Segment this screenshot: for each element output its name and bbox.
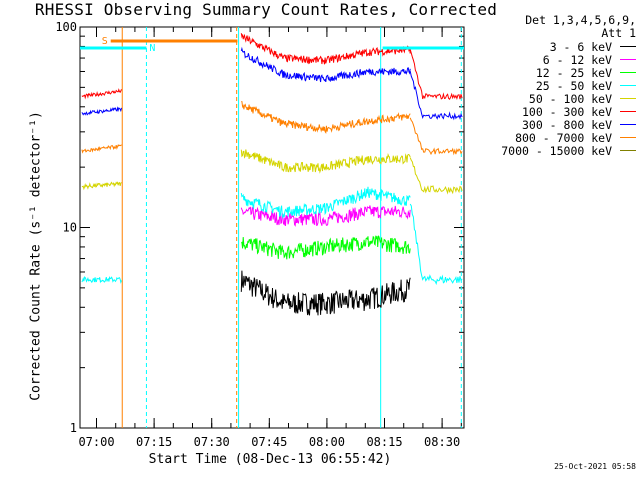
footer-date: 25-Oct-2021 05:58	[554, 462, 636, 471]
legend-entry: 7000 - 15000 keV	[476, 143, 636, 158]
legend-entry-label: 800 - 7000 keV	[515, 130, 612, 145]
legend-header-line-2: Att 1	[601, 26, 636, 40]
legend-entry: 100 - 300 keV	[476, 104, 636, 119]
legend-entry: 6 - 12 keV	[476, 52, 636, 67]
series-3-6-kev-main	[240, 270, 411, 316]
legend-entry-label: 12 - 25 keV	[535, 65, 612, 80]
x-tick-label: 07:15	[136, 435, 172, 449]
plot-frame	[79, 26, 465, 429]
series-100-300-kev-pre	[81, 88, 122, 100]
legend-entry-label: 100 - 300 keV	[521, 104, 612, 119]
series-25-50-kev-main	[240, 186, 411, 220]
series-300-800-kev-post	[409, 70, 463, 121]
legend-entry-swatch	[620, 137, 636, 138]
legend-entry-label: 25 - 50 keV	[535, 78, 612, 93]
y-tick-label: 1	[70, 421, 77, 435]
series-50-100-kev-post	[409, 157, 463, 195]
x-tick-label: 08:30	[424, 435, 460, 449]
legend-entry-label: 300 - 800 keV	[521, 117, 612, 132]
legend-entry-swatch	[620, 111, 636, 112]
series-25-50-kev-pre	[81, 275, 122, 284]
legend-entry: 12 - 25 keV	[476, 65, 636, 80]
legend-entry-label: 7000 - 15000 keV	[501, 143, 612, 158]
series-50-100-kev-main	[240, 149, 411, 174]
chart-title: RHESSI Observing Summary Count Rates, Co…	[34, 0, 498, 19]
legend-entry-swatch	[620, 85, 636, 86]
legend-header-line-1: Det 1,3,4,5,6,9,	[525, 13, 636, 27]
legend-entry-swatch	[620, 59, 636, 60]
x-tick-label: 08:15	[366, 435, 402, 449]
legend-entry: 50 - 100 keV	[476, 91, 636, 106]
series-800-7000-kev-main	[241, 101, 411, 134]
legend-entry-swatch	[620, 124, 636, 125]
series-25-50-kev-post	[409, 203, 463, 286]
legend-entry-swatch	[620, 150, 636, 151]
flag-label: S	[102, 36, 108, 47]
legend: Det 1,3,4,5,6,9, Att 1 3 - 6 keV 6 - 12 k…	[476, 13, 636, 158]
series-800-7000-kev-post	[409, 117, 463, 156]
y-axis-label: Corrected Count Rate (s⁻¹ detector⁻¹)	[28, 111, 44, 401]
legend-entry-swatch	[620, 98, 636, 99]
y-tick-label: 100	[55, 20, 77, 34]
series-100-300-kev-main	[240, 33, 411, 65]
x-tick-label: 07:45	[251, 435, 287, 449]
x-tick-label: 07:00	[78, 435, 114, 449]
x-tick-label: 08:00	[309, 435, 345, 449]
legend-entry-swatch	[620, 72, 636, 73]
x-tick-label: 07:30	[194, 435, 230, 449]
series-6-12-kev-main	[240, 205, 411, 227]
legend-entry-label: 3 - 6 keV	[549, 39, 612, 54]
legend-entry-swatch	[620, 46, 636, 47]
legend-entry: 800 - 7000 keV	[476, 130, 636, 145]
series-50-100-kev-pre	[81, 181, 122, 191]
legend-entry: 300 - 800 keV	[476, 117, 636, 132]
x-axis-label: Start Time (08-Dec-13 06:55:42)	[148, 452, 392, 467]
series-100-300-kev-post	[409, 48, 463, 100]
series-300-800-kev-pre	[81, 106, 122, 116]
series-12-25-kev-main	[240, 235, 411, 260]
legend-entry-label: 50 - 100 keV	[528, 91, 612, 106]
legend-entry-label: 6 - 12 keV	[542, 52, 612, 67]
y-tick-label: 10	[63, 221, 77, 235]
series-800-7000-kev-pre	[81, 143, 122, 154]
flag-label: N	[149, 43, 155, 54]
legend-entry: 25 - 50 keV	[476, 78, 636, 93]
legend-entry: 3 - 6 keV	[476, 39, 636, 54]
series-300-800-kev-main	[240, 46, 411, 83]
